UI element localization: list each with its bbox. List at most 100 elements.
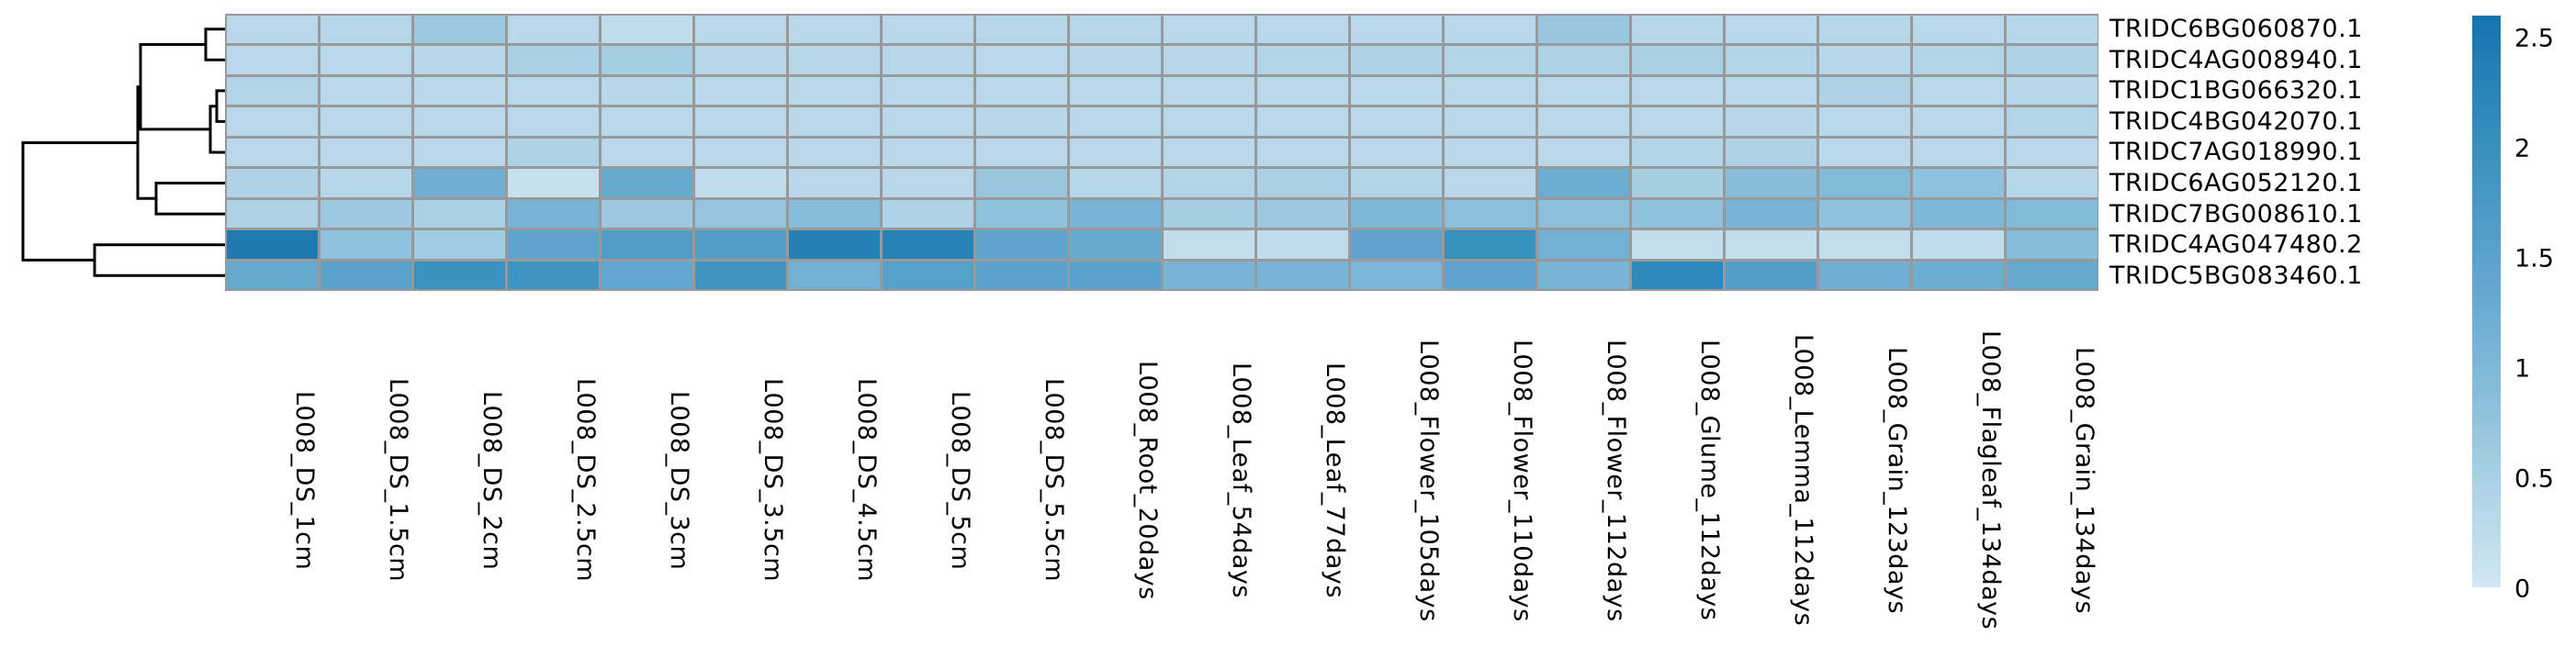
heatmap-cell bbox=[975, 76, 1067, 106]
column-label: L008_DS_1.5cm bbox=[384, 378, 412, 583]
heatmap-cell bbox=[1444, 199, 1535, 229]
heatmap-cell bbox=[1818, 76, 1910, 106]
heatmap-cell bbox=[226, 107, 318, 136]
heatmap-cell bbox=[507, 15, 599, 44]
heatmap-cell bbox=[320, 169, 411, 197]
heatmap-cell bbox=[975, 15, 1067, 44]
heatmap-cell bbox=[1256, 138, 1348, 167]
heatmap-cell bbox=[1256, 15, 1348, 44]
heatmap-cell bbox=[1163, 230, 1254, 259]
heatmap-cell bbox=[1818, 199, 1910, 229]
heatmap-cell bbox=[1725, 46, 1817, 74]
heatmap-cell bbox=[320, 107, 411, 136]
heatmap-cell bbox=[507, 199, 599, 229]
heatmap-cell bbox=[413, 230, 505, 259]
heatmap-cell bbox=[1350, 230, 1442, 259]
heatmap-cell bbox=[1912, 169, 2004, 197]
heatmap-cell bbox=[601, 107, 692, 136]
heatmap-cell bbox=[1350, 138, 1442, 167]
column-label: L008_Glume_112days bbox=[1695, 340, 1724, 621]
heatmap-cell bbox=[1818, 107, 1910, 136]
heatmap-cell bbox=[788, 138, 880, 167]
heatmap-cell bbox=[1350, 199, 1442, 229]
heatmap-cell bbox=[1725, 138, 1817, 167]
heatmap-cell bbox=[320, 230, 411, 259]
heatmap-cell bbox=[1725, 15, 1817, 44]
colorbar-tick-label: 2.5 bbox=[2514, 24, 2554, 53]
heatmap-cell bbox=[1444, 76, 1535, 106]
heatmap-cell bbox=[1350, 107, 1442, 136]
heatmap-cell bbox=[1818, 138, 1910, 167]
heatmap-cell bbox=[1163, 199, 1254, 229]
heatmap-cell bbox=[1537, 107, 1629, 136]
heatmap-cell bbox=[882, 230, 973, 259]
heatmap-cell bbox=[1818, 169, 1910, 197]
heatmap-cell bbox=[1912, 107, 2004, 136]
heatmap-cell bbox=[1537, 76, 1629, 106]
heatmap-cell bbox=[507, 107, 599, 136]
heatmap-cell bbox=[1069, 138, 1161, 167]
heatmap-cell bbox=[507, 46, 599, 74]
heatmap-cell bbox=[413, 169, 505, 197]
heatmap-cell bbox=[226, 199, 318, 229]
colorbar-tick-label: 1 bbox=[2514, 354, 2531, 384]
dendrogram-link bbox=[21, 141, 138, 262]
heatmap-cell bbox=[507, 230, 599, 259]
heatmap-grid bbox=[225, 14, 2098, 291]
heatmap-cell bbox=[1725, 230, 1817, 259]
colorbar-tick-label: 0.5 bbox=[2514, 464, 2554, 494]
colorbar-tick-label: 1.5 bbox=[2514, 244, 2554, 273]
heatmap-cell bbox=[694, 169, 786, 197]
heatmap-cell bbox=[1537, 15, 1629, 44]
heatmap-cell bbox=[1350, 15, 1442, 44]
heatmap-cell bbox=[1163, 107, 1254, 136]
heatmap-cell bbox=[1163, 76, 1254, 106]
heatmap-cell bbox=[694, 46, 786, 74]
dendrogram-link bbox=[139, 43, 210, 131]
heatmap-cell bbox=[1725, 199, 1817, 229]
heatmap-cell bbox=[1631, 46, 1723, 74]
heatmap-cell bbox=[413, 199, 505, 229]
heatmap-cell bbox=[1256, 76, 1348, 106]
heatmap-cell bbox=[882, 138, 973, 167]
heatmap-cell bbox=[975, 46, 1067, 74]
heatmap-cell bbox=[413, 261, 505, 290]
heatmap-cell bbox=[320, 261, 411, 290]
heatmap-cell bbox=[1069, 46, 1161, 74]
heatmap-cell bbox=[1631, 15, 1723, 44]
column-label: L008_Leaf_77days bbox=[1321, 362, 1349, 598]
heatmap-cell bbox=[601, 169, 692, 197]
column-label: L008_Grain_123days bbox=[1883, 346, 1911, 615]
heatmap-cell bbox=[1069, 76, 1161, 106]
dendrogram-link bbox=[215, 89, 225, 123]
heatmap-cell bbox=[1537, 261, 1629, 290]
heatmap-cell bbox=[226, 76, 318, 106]
heatmap-cell bbox=[788, 15, 880, 44]
heatmap-cell bbox=[1163, 261, 1254, 290]
heatmap-cell bbox=[1725, 76, 1817, 106]
heatmap-cell bbox=[1912, 199, 2004, 229]
heatmap-cell bbox=[601, 46, 692, 74]
heatmap-cell bbox=[882, 261, 973, 290]
heatmap-cell bbox=[975, 169, 1067, 197]
heatmap-cell bbox=[1444, 107, 1535, 136]
heatmap-cell bbox=[788, 199, 880, 229]
heatmap-cell bbox=[320, 76, 411, 106]
heatmap-cell bbox=[1069, 261, 1161, 290]
heatmap-cell bbox=[1631, 199, 1723, 229]
heatmap-cell bbox=[507, 138, 599, 167]
heatmap-cell bbox=[1912, 76, 2004, 106]
heatmap-cell bbox=[1069, 199, 1161, 229]
heatmap-cell bbox=[601, 261, 692, 290]
heatmap-cell bbox=[882, 169, 973, 197]
heatmap-cell bbox=[1256, 261, 1348, 290]
heatmap-cell bbox=[1444, 261, 1535, 290]
heatmap-cell bbox=[788, 230, 880, 259]
heatmap-cell bbox=[1912, 46, 2004, 74]
heatmap-cell bbox=[226, 15, 318, 44]
heatmap-cell bbox=[882, 15, 973, 44]
heatmap-cell bbox=[1256, 169, 1348, 197]
row-label: TRIDC6AG052120.1 bbox=[2109, 169, 2363, 198]
heatmap-cell bbox=[226, 138, 318, 167]
heatmap-cell bbox=[507, 261, 599, 290]
